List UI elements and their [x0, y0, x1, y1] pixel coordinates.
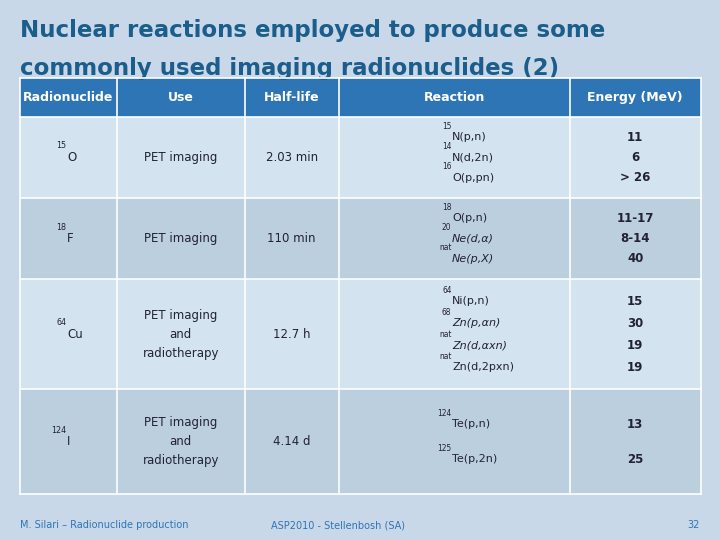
Text: 68: 68: [442, 308, 451, 317]
Text: 8-14: 8-14: [621, 232, 650, 245]
Text: nat: nat: [439, 330, 451, 339]
Text: 15: 15: [56, 141, 66, 151]
Text: 40: 40: [627, 252, 644, 265]
Text: ASP2010 - Stellenbosh (SA): ASP2010 - Stellenbosh (SA): [271, 520, 405, 530]
Text: N(p,n): N(p,n): [452, 132, 487, 142]
Text: 11-17: 11-17: [616, 212, 654, 225]
Text: nat: nat: [439, 244, 451, 252]
Text: Radionuclide: Radionuclide: [23, 91, 114, 104]
Text: Cu: Cu: [67, 328, 83, 341]
Text: 15: 15: [442, 122, 451, 131]
Bar: [20, 117, 701, 198]
Text: 19: 19: [627, 361, 644, 374]
Bar: [20, 279, 701, 389]
Text: Zn(d,2pxn): Zn(d,2pxn): [452, 362, 514, 372]
Text: Half-life: Half-life: [264, 91, 320, 104]
Text: 32: 32: [688, 520, 700, 530]
Text: N(d,2n): N(d,2n): [452, 152, 494, 163]
Text: O: O: [67, 151, 76, 164]
Text: 2.03 min: 2.03 min: [266, 151, 318, 164]
Bar: [20, 78, 701, 117]
Text: Te(p,n): Te(p,n): [452, 419, 490, 429]
Text: PET imaging: PET imaging: [144, 151, 217, 164]
Text: 110 min: 110 min: [267, 232, 316, 245]
Text: PET imaging
and
radiotherapy: PET imaging and radiotherapy: [143, 416, 219, 467]
Text: 18: 18: [56, 222, 66, 232]
Text: 20: 20: [442, 223, 451, 232]
Text: F: F: [67, 232, 73, 245]
Text: 25: 25: [627, 453, 644, 465]
Text: Use: Use: [168, 91, 194, 104]
Text: Ne(d,α): Ne(d,α): [452, 234, 494, 244]
Text: Energy (MeV): Energy (MeV): [588, 91, 683, 104]
Text: M. Silari – Radionuclide production: M. Silari – Radionuclide production: [20, 520, 189, 530]
Text: 124: 124: [51, 426, 66, 435]
Text: Ni(p,n): Ni(p,n): [452, 296, 490, 306]
Text: commonly used imaging radionuclides (2): commonly used imaging radionuclides (2): [20, 57, 559, 80]
Text: 12.7 h: 12.7 h: [273, 328, 310, 341]
Text: 16: 16: [442, 163, 451, 171]
Text: 6: 6: [631, 151, 639, 164]
Text: 19: 19: [627, 339, 644, 352]
Text: Nuclear reactions employed to produce some: Nuclear reactions employed to produce so…: [20, 19, 606, 42]
Text: 18: 18: [442, 203, 451, 212]
Text: Zn(d,αxn): Zn(d,αxn): [452, 340, 507, 350]
Text: 13: 13: [627, 418, 644, 431]
Bar: [20, 198, 701, 279]
Text: > 26: > 26: [620, 171, 650, 184]
Text: O(p,n): O(p,n): [452, 213, 487, 224]
Text: I: I: [67, 435, 71, 448]
Text: 124: 124: [437, 409, 451, 418]
Text: PET imaging: PET imaging: [144, 232, 217, 245]
Text: 64: 64: [56, 318, 66, 327]
Text: Reaction: Reaction: [423, 91, 485, 104]
Text: O(p,pn): O(p,pn): [452, 173, 494, 183]
Text: nat: nat: [439, 352, 451, 361]
Text: 4.14 d: 4.14 d: [273, 435, 310, 448]
Text: Te(p,2n): Te(p,2n): [452, 454, 498, 464]
Text: 15: 15: [627, 295, 644, 308]
Text: 125: 125: [437, 444, 451, 453]
Bar: [20, 389, 701, 494]
Text: 64: 64: [442, 286, 451, 295]
Text: 30: 30: [627, 316, 644, 330]
Text: Zn(p,αn): Zn(p,αn): [452, 318, 500, 328]
Text: PET imaging
and
radiotherapy: PET imaging and radiotherapy: [143, 309, 219, 360]
Text: 14: 14: [442, 142, 451, 151]
Text: 11: 11: [627, 131, 644, 144]
Text: Ne(p,X): Ne(p,X): [452, 254, 495, 264]
